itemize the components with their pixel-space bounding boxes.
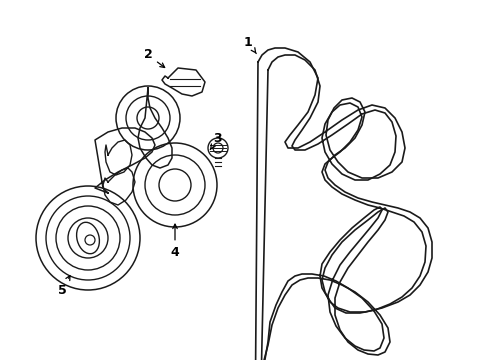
Polygon shape	[95, 128, 155, 193]
Polygon shape	[138, 88, 172, 168]
Polygon shape	[103, 168, 135, 205]
Polygon shape	[105, 140, 132, 175]
Polygon shape	[162, 68, 204, 96]
Text: 5: 5	[58, 276, 70, 297]
Text: 4: 4	[170, 224, 179, 258]
Text: 3: 3	[210, 131, 222, 150]
Text: 2: 2	[143, 49, 164, 67]
Text: 1: 1	[243, 36, 256, 54]
